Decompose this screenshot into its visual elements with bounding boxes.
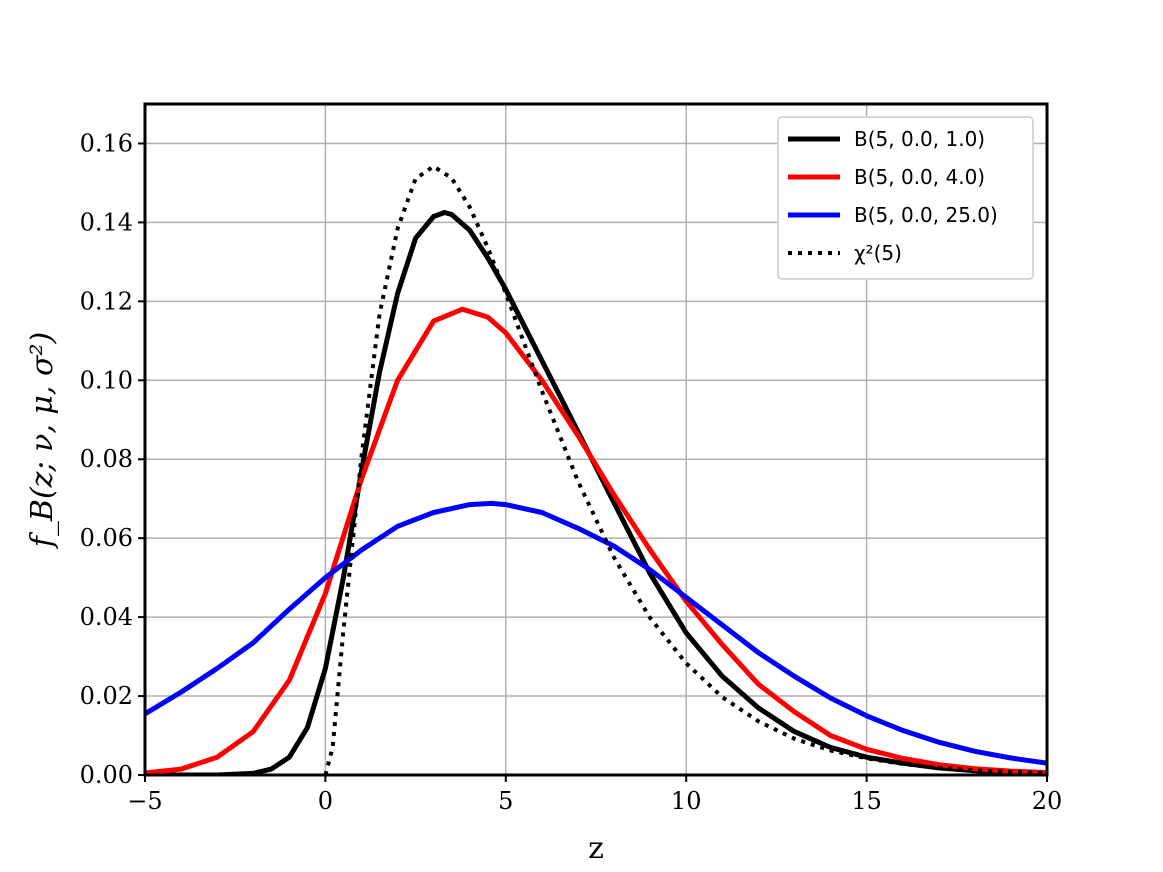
series-line-2 <box>145 306 1047 775</box>
y-tick-label: 0.12 <box>80 287 133 315</box>
y-tick-label: 0.04 <box>80 603 133 631</box>
plot-frame <box>143 102 1049 777</box>
y-axis: 0.00 0.02 0.04 0.06 0.08 0.10 0.12 0.14 0.16 <box>80 129 145 789</box>
y-axis-title-group: f_B(z; ν, μ, σ²) <box>25 332 60 549</box>
x-tick-label: 15 <box>851 787 882 815</box>
y-axis-title: f_B(z; ν, μ, σ²) <box>25 332 60 549</box>
y-tick-label: 0.02 <box>80 682 133 710</box>
y-tick-label: 0.08 <box>80 445 133 473</box>
series-line-3 <box>145 500 1047 766</box>
x-tick-label: −5 <box>127 787 162 815</box>
series-line-4 <box>323 164 1047 775</box>
series-lines <box>145 164 1047 775</box>
legend-label: χ²(5) <box>854 241 902 265</box>
legend-label: B(5, 0.0, 25.0) <box>854 203 998 227</box>
series-line-1 <box>145 210 1047 775</box>
x-tick-label: 20 <box>1032 787 1063 815</box>
legend-label: B(5, 0.0, 4.0) <box>854 165 985 189</box>
y-tick-label: 0.06 <box>80 524 133 552</box>
y-tick-label: 0.00 <box>80 761 133 789</box>
y-tick-label: 0.14 <box>80 208 133 236</box>
legend-box <box>777 116 1034 280</box>
x-axis-title: z <box>588 831 604 866</box>
x-axis: −5 0 5 10 15 20 <box>127 775 1062 815</box>
legend: B(5, 0.0, 1.0) B(5, 0.0, 4.0) B(5, 0.0, 25… <box>777 116 1034 280</box>
x-tick-label: 10 <box>671 787 702 815</box>
x-tick-label: 5 <box>498 787 513 815</box>
legend-label: B(5, 0.0, 1.0) <box>854 127 985 151</box>
y-tick-label: 0.16 <box>80 129 133 157</box>
y-tick-label: 0.10 <box>80 366 133 394</box>
x-tick-label: 0 <box>318 787 333 815</box>
